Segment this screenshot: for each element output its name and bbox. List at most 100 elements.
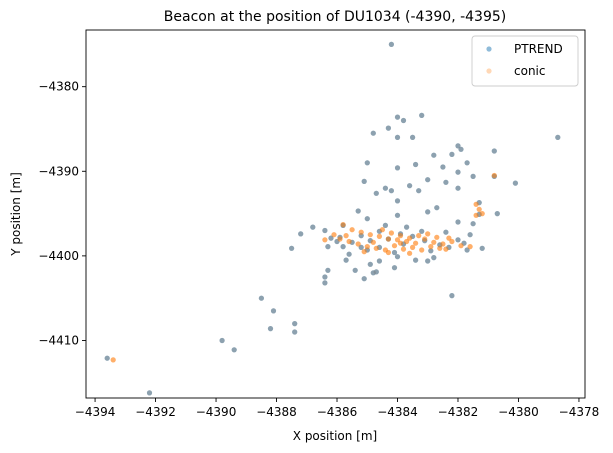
overlap-point (358, 244, 364, 250)
overlap-point (470, 221, 476, 227)
conic-point-top (410, 244, 416, 250)
overlap-point (231, 347, 237, 353)
legend-label-conic: conic (514, 64, 545, 78)
overlap-point (104, 355, 110, 361)
conic-point (343, 233, 349, 239)
overlap-point (388, 188, 394, 194)
chart-title: Beacon at the position of DU1034 (-4390,… (164, 9, 506, 25)
overlap-point (470, 173, 476, 179)
conic-point (388, 230, 394, 236)
legend-label-ptrend: PTREND (514, 42, 563, 56)
overlap-point (373, 190, 379, 196)
overlap-point (270, 308, 277, 314)
conic-point-top (413, 240, 419, 246)
overlap-point (491, 173, 497, 179)
overlap-point (370, 270, 376, 276)
conic-point (434, 234, 440, 240)
overlap-point (446, 244, 452, 250)
overlap-point (385, 125, 391, 131)
overlap-point (464, 247, 470, 253)
overlap-point (494, 211, 500, 217)
conic-point-top (331, 232, 337, 238)
conic-point (416, 233, 422, 239)
overlap-point (349, 239, 355, 245)
overlap-point (394, 254, 401, 260)
overlap-point (425, 177, 431, 183)
overlap-point (422, 238, 428, 244)
x-tick-label: −4392 (135, 405, 176, 419)
conic-point-top (397, 240, 404, 246)
conic-point-top (394, 237, 401, 243)
overlap-point (376, 258, 382, 264)
conic-point-top (407, 235, 413, 241)
conic-point-top (370, 239, 376, 245)
overlap-point (370, 130, 376, 136)
overlap-point (479, 245, 485, 251)
overlap-point (364, 160, 370, 166)
conic-point (431, 239, 437, 245)
legend-box (471, 35, 579, 87)
overlap-point (410, 233, 416, 239)
conic-point-top (379, 227, 385, 233)
overlap-point (367, 238, 373, 244)
conic-point-top (467, 244, 473, 250)
overlap-point (397, 231, 404, 237)
overlap-point (355, 208, 361, 214)
overlap-point (437, 242, 443, 248)
y-axis-label: Y position [m] (9, 172, 23, 257)
conic-point-top (422, 236, 428, 242)
conic-point (476, 206, 482, 212)
overlap-point (431, 152, 437, 158)
overlap-point (476, 200, 482, 206)
overlap-point (364, 216, 370, 222)
conic-point-top (443, 246, 449, 252)
overlap-point (346, 251, 352, 257)
conic-point-top (419, 247, 425, 253)
overlap-point (334, 238, 340, 245)
conic-point-top (397, 233, 404, 239)
overlap-point (382, 222, 388, 228)
overlap-point (391, 265, 398, 271)
conic-point (394, 237, 401, 243)
conic-point (322, 237, 328, 243)
conic-point-top (385, 249, 391, 256)
y-axis-ticks: −4410 −4400 −4390 −4380 (38, 80, 86, 347)
overlap-point (449, 293, 455, 299)
x-tick-label: −4390 (196, 405, 237, 419)
overlap-point (340, 222, 346, 228)
conic-point-top (476, 206, 482, 212)
overlap-point (322, 274, 328, 280)
conic-point-top (110, 357, 116, 363)
conic-point-top (349, 227, 355, 233)
conic-point (382, 247, 388, 253)
conic-point-top (416, 233, 422, 239)
conic-point-top (376, 233, 382, 239)
overlap-point (467, 232, 473, 238)
conic-point-top (391, 243, 398, 249)
overlap-point (146, 390, 153, 396)
conic-point (428, 244, 434, 250)
overlap-point (394, 114, 401, 120)
overlap-point (512, 180, 519, 186)
legend-marker-conic (486, 68, 492, 74)
conic-point-top (385, 236, 391, 242)
conic-point-top (358, 229, 364, 235)
overlap-point (458, 146, 464, 152)
conic-point-top (407, 250, 413, 256)
x-tick-label: −4388 (256, 405, 297, 419)
conic-point (419, 247, 425, 253)
overlap-point (440, 164, 446, 170)
overlap-point (322, 227, 328, 234)
overlap-point (298, 231, 304, 237)
legend-marker-ptrend (486, 46, 492, 52)
overlap-point (394, 198, 401, 204)
overlap-point (443, 179, 449, 185)
overlap-point (413, 257, 419, 263)
conic-point-top (346, 238, 352, 245)
conic-point (110, 357, 116, 363)
overlap-point (443, 229, 449, 235)
conic-point-top (446, 235, 452, 241)
conic-point (331, 232, 337, 238)
x-tick-label: −4380 (498, 405, 539, 419)
overlap-point (340, 244, 346, 250)
